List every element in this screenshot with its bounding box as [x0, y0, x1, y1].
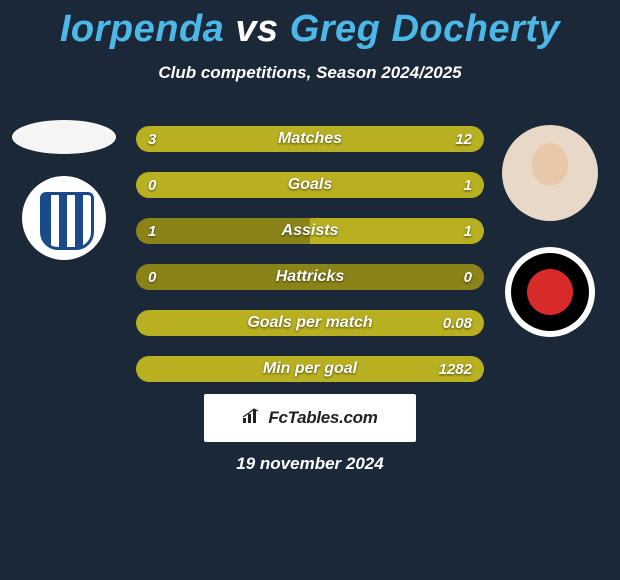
- watermark-badge: FcTables.com: [204, 394, 416, 442]
- stat-bar: Min per goal1282: [136, 356, 484, 382]
- player2-club-badge: [505, 247, 595, 337]
- subtitle: Club competitions, Season 2024/2025: [0, 63, 620, 83]
- stat-value-p2: 0.08: [443, 310, 472, 336]
- date-text: 19 november 2024: [0, 454, 620, 474]
- player1-club-badge: [22, 176, 106, 260]
- stat-label: Assists: [136, 218, 484, 244]
- right-player-column: [500, 125, 600, 337]
- comparison-title: Iorpenda vs Greg Docherty: [0, 0, 620, 51]
- stat-value-p2: 0: [464, 264, 472, 290]
- stat-bar: 0Goals1: [136, 172, 484, 198]
- stat-bar: Goals per match0.08: [136, 310, 484, 336]
- stat-value-p2: 1: [464, 218, 472, 244]
- watermark-text: FcTables.com: [268, 408, 377, 428]
- stat-bar: 1Assists1: [136, 218, 484, 244]
- vs-text: vs: [235, 8, 278, 50]
- stat-value-p2: 1282: [439, 356, 472, 382]
- stat-value-p2: 1: [464, 172, 472, 198]
- stats-bars: 3Matches120Goals11Assists10Hattricks0Goa…: [136, 126, 484, 402]
- player1-avatar: [12, 120, 116, 154]
- player2-name: Greg Docherty: [290, 8, 560, 50]
- stat-label: Matches: [136, 126, 484, 152]
- stat-bar: 0Hattricks0: [136, 264, 484, 290]
- stat-label: Min per goal: [136, 356, 484, 382]
- player2-avatar: [502, 125, 598, 221]
- left-player-column: [8, 120, 120, 260]
- stat-bar: 3Matches12: [136, 126, 484, 152]
- stat-label: Goals: [136, 172, 484, 198]
- stat-label: Hattricks: [136, 264, 484, 290]
- stat-value-p2: 12: [455, 126, 472, 152]
- stat-label: Goals per match: [136, 310, 484, 336]
- chart-icon: [242, 408, 262, 429]
- player1-name: Iorpenda: [60, 8, 224, 50]
